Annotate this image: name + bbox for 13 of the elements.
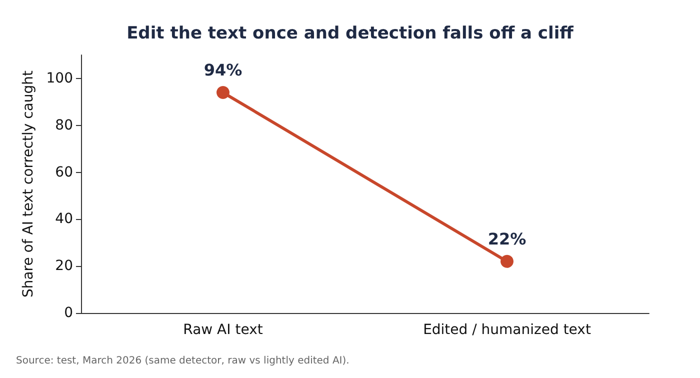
y-axis-title: Share of AI text correctly caught — [20, 70, 36, 298]
y-tick-label: 0 — [64, 305, 73, 321]
y-tick-label: 100 — [46, 70, 73, 86]
y-tick-label: 40 — [55, 211, 73, 228]
y-tick-label: 60 — [55, 164, 73, 180]
source-note: Source: test, March 2026 (same detector, raw vs lightly edited AI). — [16, 356, 350, 366]
chart-title: Edit the text once and detection falls off a cliff — [126, 24, 574, 44]
data-label: 94% — [204, 60, 242, 80]
y-tick-label: 20 — [55, 258, 73, 274]
data-label: 22% — [488, 229, 526, 248]
y-tick-label: 80 — [55, 117, 73, 134]
x-tick-label: Raw AI text — [183, 322, 264, 338]
x-tick-label: Edited / humanized text — [423, 322, 592, 338]
